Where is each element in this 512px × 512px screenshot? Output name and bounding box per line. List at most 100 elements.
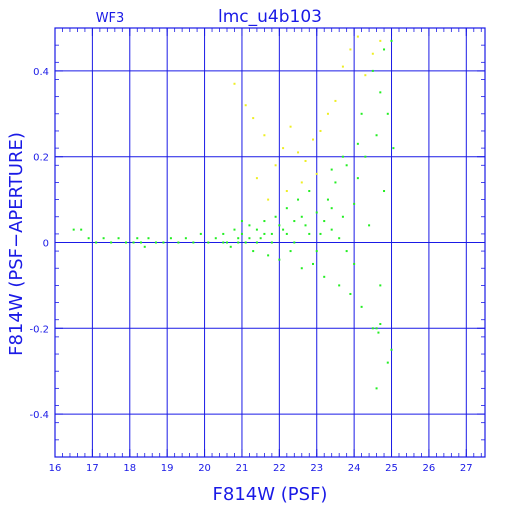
x-tick-label: 24 [348,463,361,474]
data-point [274,215,277,218]
tick-labels: 16 17 18 19 20 21 22 23 24 25 26 27 -0.4 -0.2 0 0.2 0.4 [29,67,472,474]
x-tick-label: 16 [49,463,62,474]
y-tick-label: -0.4 [29,410,49,421]
data-point [255,228,258,231]
data-point [300,215,303,218]
data-point [338,284,341,287]
data-point [270,241,273,244]
data-points [72,35,395,390]
data-point [379,284,382,287]
data-point [375,387,378,390]
data-point [383,48,386,51]
data-point [252,250,255,253]
data-point [308,232,311,235]
data-point [154,241,157,244]
data-point [244,104,247,107]
data-point [326,112,329,115]
data-point [147,237,150,240]
data-point [132,241,135,244]
data-point [110,241,113,244]
data-point [143,245,146,248]
data-point [278,258,281,261]
data-point [341,65,344,68]
data-point [386,361,389,364]
data-point [379,323,382,326]
grid [55,28,485,457]
x-tick-label: 25 [385,463,398,474]
data-point [162,241,165,244]
data-point [233,82,236,85]
data-point [263,134,266,137]
data-point [229,245,232,248]
y-tick-label: 0 [43,239,49,250]
data-point [140,241,142,244]
data-point [267,254,270,257]
data-point [285,232,288,235]
x-tick-label: 18 [123,463,136,474]
data-point [293,220,296,223]
data-point [207,241,210,244]
data-point [248,237,251,240]
data-point [377,331,380,334]
data-point [192,241,195,244]
data-point [371,69,374,72]
data-point [312,138,314,141]
data-point [330,207,333,210]
data-point [297,198,300,201]
data-point [267,198,270,201]
data-point [341,215,344,218]
data-point [177,241,180,244]
data-point [240,232,243,235]
data-point [315,250,318,253]
data-point [80,228,83,231]
x-tick-label: 27 [460,463,473,474]
data-point [237,241,240,244]
x-tick-label: 19 [161,463,174,474]
data-point [338,237,341,240]
data-point [379,91,382,94]
y-axis-label: F814W (PSF−APERTURE) [6,132,27,356]
data-point [353,202,356,205]
data-point [390,348,393,351]
data-point [323,220,326,223]
data-point [364,155,367,158]
data-point [263,232,266,235]
chart-title: lmc_u4b103 [218,7,322,27]
x-tick-label: 17 [86,463,99,474]
data-point [356,142,359,145]
data-point [214,237,217,240]
data-point [375,134,378,137]
data-point [274,164,277,167]
data-point [233,228,236,231]
data-point [259,237,262,240]
data-point [304,224,307,227]
data-point [379,39,382,42]
data-point [315,172,318,175]
data-point [349,292,352,295]
data-point [360,305,363,308]
data-point [368,224,371,227]
data-point [263,220,266,223]
data-point [289,250,292,253]
data-point [248,224,251,227]
data-point [278,224,281,227]
plot-frame [54,27,486,458]
axis-ticks [54,27,485,458]
data-point [349,48,352,51]
data-point [240,220,243,223]
data-point [255,241,258,244]
data-point [282,147,285,150]
data-point [345,250,348,253]
data-point [169,237,172,240]
data-point [334,181,337,184]
data-point [341,155,344,158]
x-tick-label: 23 [310,463,323,474]
data-point [308,190,311,193]
y-tick-label: 0.2 [33,153,49,164]
data-point [285,207,288,210]
data-point [87,237,90,240]
x-tick-label: 20 [198,463,211,474]
x-axis-label: F814W (PSF) [213,484,328,505]
data-point [392,147,395,150]
